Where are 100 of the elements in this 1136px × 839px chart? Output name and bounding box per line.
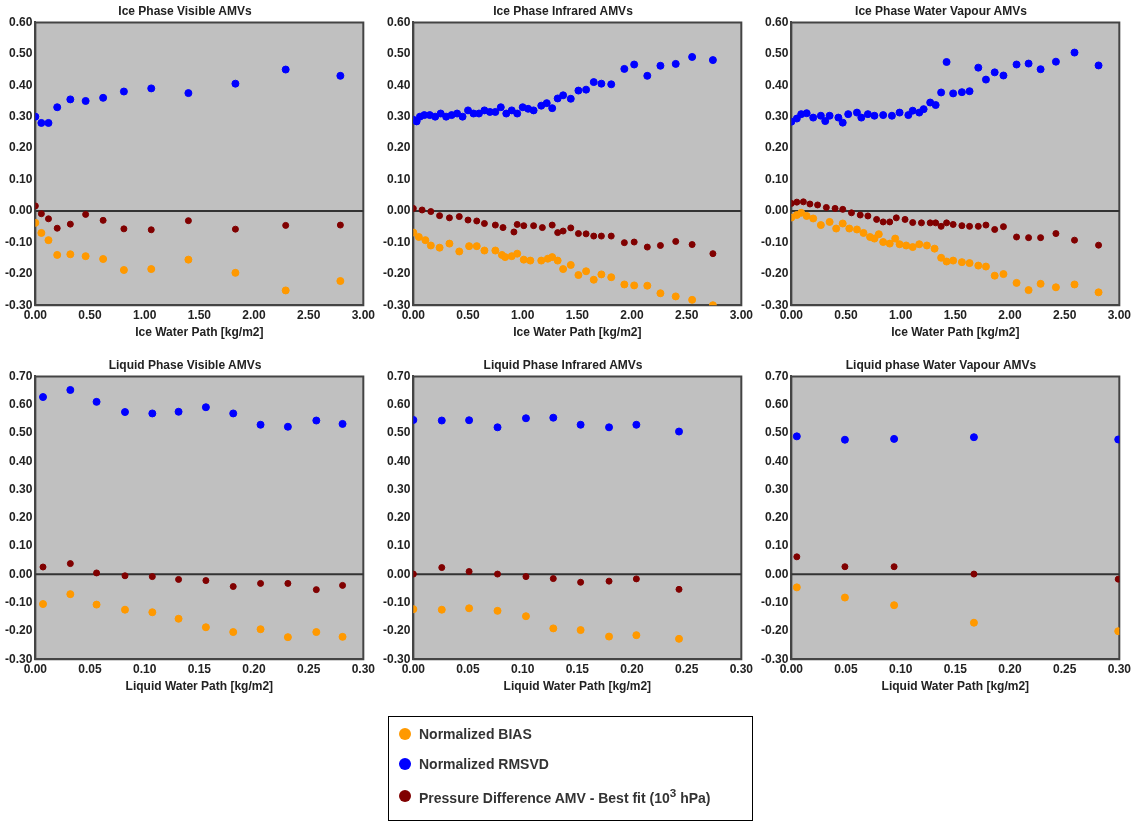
y-tick-label: -0.20 <box>760 623 789 638</box>
chart-title: Ice Phase Water Vapour AMVs <box>855 3 1028 18</box>
x-tick-label: 2.00 <box>242 307 266 322</box>
y-tick-label: 0.50 <box>386 425 411 440</box>
y-tick-label: 0.00 <box>386 566 411 581</box>
y-tick-label: 0.30 <box>386 481 411 496</box>
x-tick-label: 1.00 <box>511 307 535 322</box>
x-tick-label: 1.00 <box>133 307 157 322</box>
y-tick-label: 0.00 <box>8 566 33 581</box>
legend-label: Pressure Difference AMV - Best fit (10$^{3}$ hPa) <box>419 786 711 806</box>
legend-label: Normalized BIAS <box>419 726 532 742</box>
x-tick-label: 2.50 <box>1052 307 1077 322</box>
x-tick-label: 0.30 <box>1107 661 1132 676</box>
y-tick-label: 0.40 <box>764 77 789 92</box>
x-tick-label: 0.50 <box>834 307 859 322</box>
y-tick-label: 0.40 <box>764 453 789 468</box>
y-tick-label: 0.10 <box>386 171 411 186</box>
y-tick-label: 0.00 <box>8 203 33 218</box>
y-tick-label: 0.20 <box>764 510 789 525</box>
chart-title: Ice Phase Visible AMVs <box>118 3 253 18</box>
x-tick-label: 0.30 <box>351 661 376 676</box>
x-tick-label: 0.05 <box>456 661 481 676</box>
y-tick-label: -0.10 <box>760 594 789 609</box>
x-tick-label: 0.20 <box>998 661 1022 676</box>
x-tick-label: 2.00 <box>998 307 1022 322</box>
x-tick-label: 0.05 <box>834 661 859 676</box>
x-tick-label: 0.10 <box>511 661 535 676</box>
y-tick-label: 0.50 <box>8 425 33 440</box>
y-tick-label: 0.00 <box>764 566 789 581</box>
x-tick-label: 1.50 <box>187 307 212 322</box>
y-tick-label: 0.40 <box>8 77 33 92</box>
y-tick-label: -0.10 <box>4 594 33 609</box>
y-tick-label: 0.30 <box>764 108 789 123</box>
x-tick-label: 3.00 <box>1107 307 1132 322</box>
x-tick-label: 0.25 <box>674 661 699 676</box>
x-tick-label: 0.50 <box>456 307 481 322</box>
y-tick-label: 0.60 <box>386 396 411 411</box>
y-tick-label: -0.20 <box>4 266 33 281</box>
y-tick-label: 0.00 <box>386 203 411 218</box>
x-tick-label: 1.50 <box>565 307 590 322</box>
x-tick-label: 0.10 <box>889 661 913 676</box>
x-axis-title: Ice Water Path [kg/m2] <box>135 325 264 340</box>
y-tick-label: 0.20 <box>8 140 33 155</box>
y-tick-label: 0.50 <box>386 46 411 61</box>
chart-title: Liquid Phase Infrared AMVs <box>483 357 643 372</box>
y-tick-label: 0.20 <box>386 510 411 525</box>
x-tick-label: 1.00 <box>889 307 913 322</box>
y-tick-label: 0.50 <box>764 425 789 440</box>
y-tick-label: 0.20 <box>386 140 411 155</box>
chart-title: Liquid Phase Visible AMVs <box>108 357 262 372</box>
y-tick-label: 0.60 <box>764 396 789 411</box>
y-tick-label: -0.20 <box>382 266 411 281</box>
x-tick-label: 0.30 <box>729 661 754 676</box>
x-axis-title: Liquid Water Path [kg/m2] <box>503 679 652 694</box>
y-tick-label: 0.40 <box>386 453 411 468</box>
y-tick-label: -0.20 <box>4 623 33 638</box>
chart-title: Ice Phase Infrared AMVs <box>493 3 634 18</box>
x-axis-title: Ice Water Path [kg/m2] <box>513 325 642 340</box>
x-tick-label: 1.50 <box>943 307 968 322</box>
y-tick-label: 0.50 <box>764 46 789 61</box>
x-tick-label: 3.00 <box>351 307 376 322</box>
y-tick-label: 0.10 <box>764 538 789 553</box>
y-tick-label: -0.20 <box>382 623 411 638</box>
y-tick-label: 0.10 <box>764 171 789 186</box>
x-tick-label: 2.50 <box>674 307 699 322</box>
x-tick-label: 0.25 <box>296 661 321 676</box>
y-tick-label: 0.10 <box>8 171 33 186</box>
legend-label: Normalized RMSVD <box>419 756 549 772</box>
y-tick-label: 0.30 <box>764 481 789 496</box>
x-axis-title: Ice Water Path [kg/m2] <box>891 325 1020 340</box>
y-tick-label: 0.70 <box>386 368 411 383</box>
y-tick-label: 0.60 <box>8 14 33 29</box>
y-tick-label: 0.20 <box>764 140 789 155</box>
y-tick-label: 0.30 <box>386 108 411 123</box>
x-tick-label: 0.25 <box>1052 661 1077 676</box>
y-tick-label: 0.70 <box>764 368 789 383</box>
x-axis-title: Liquid Water Path [kg/m2] <box>881 679 1030 694</box>
y-tick-label: -0.10 <box>4 234 33 249</box>
y-tick-label: -0.10 <box>760 234 789 249</box>
chart-title: Liquid phase Water Vapour AMVs <box>845 357 1037 372</box>
y-tick-label: 0.30 <box>8 108 33 123</box>
x-tick-label: 2.50 <box>296 307 321 322</box>
y-tick-label: 0.60 <box>386 14 411 29</box>
y-tick-label: 0.10 <box>8 538 33 553</box>
y-tick-label: 0.60 <box>764 14 789 29</box>
x-tick-label: 0.10 <box>133 661 157 676</box>
x-tick-label: 0.05 <box>78 661 103 676</box>
y-tick-label: 0.70 <box>8 368 33 383</box>
x-axis-title: Liquid Water Path [kg/m2] <box>125 679 274 694</box>
y-tick-label: -0.10 <box>382 594 411 609</box>
y-tick-label: 0.40 <box>386 77 411 92</box>
y-tick-label: 0.50 <box>8 46 33 61</box>
y-tick-label: -0.20 <box>760 266 789 281</box>
x-tick-label: 0.15 <box>565 661 590 676</box>
x-tick-label: 0.20 <box>620 661 644 676</box>
x-tick-label: 0.15 <box>943 661 968 676</box>
x-tick-label: 0.15 <box>187 661 212 676</box>
x-tick-label: 0.50 <box>78 307 103 322</box>
x-tick-label: 3.00 <box>729 307 754 322</box>
y-tick-label: 0.20 <box>8 510 33 525</box>
